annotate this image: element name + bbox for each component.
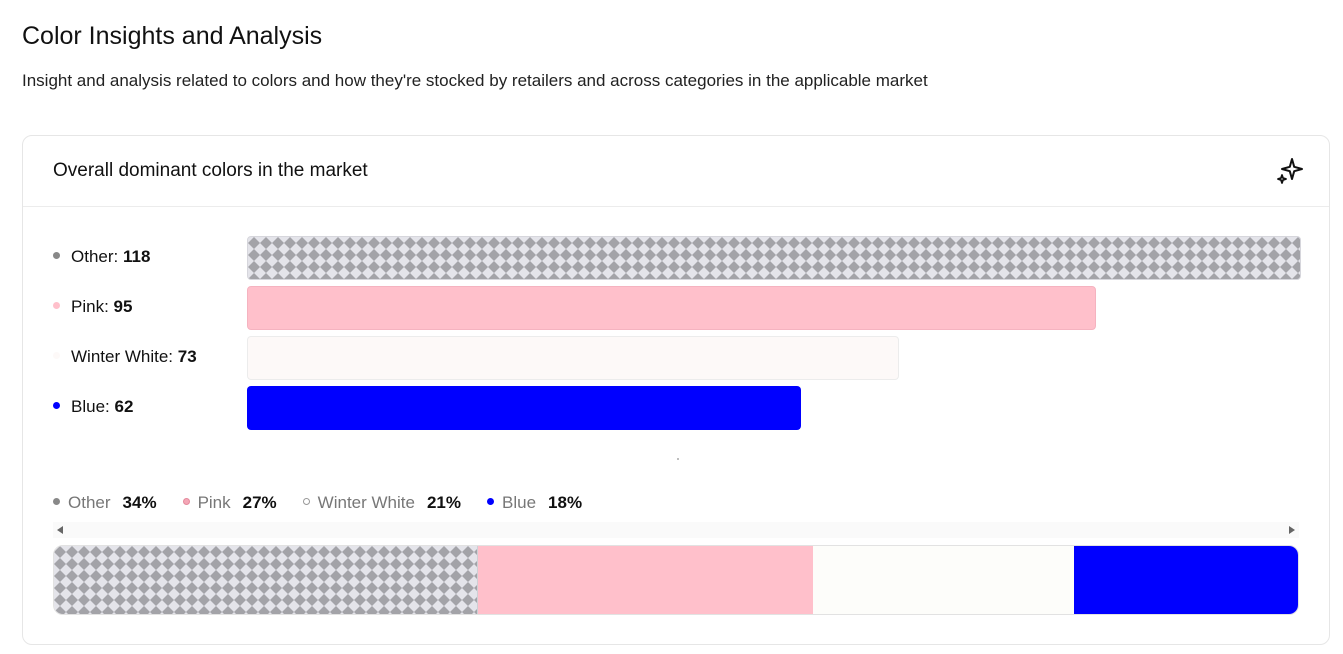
bar-value-label: 62 [114, 397, 134, 416]
legend-item[interactable]: Other 34% [53, 493, 157, 513]
series-dot-icon [53, 302, 60, 310]
bar-category-label: Pink: [71, 297, 114, 316]
bar-row: Pink: 95 [23, 286, 1329, 330]
bar-label: Winter White: 73 [53, 347, 197, 367]
legend-dot-icon [53, 498, 60, 506]
page-title: Color Insights and Analysis [22, 22, 323, 50]
bar-winter-white[interactable] [247, 336, 899, 380]
series-dot-icon [53, 252, 60, 260]
legend-label: Pink [197, 493, 231, 512]
series-dot-icon [53, 402, 60, 410]
legend-item[interactable]: Pink 27% [182, 493, 277, 513]
scroll-right-icon[interactable] [1289, 526, 1295, 534]
legend-percent: 21% [426, 493, 461, 512]
bar-value-label: 95 [113, 297, 133, 316]
series-dot-icon [53, 352, 60, 360]
scroll-left-icon[interactable] [57, 526, 63, 534]
horizontal-scrollbar[interactable] [53, 522, 1299, 538]
page-subtitle: Insight and analysis related to colors a… [22, 71, 928, 90]
legend-label: Other [68, 493, 111, 512]
legend-item[interactable]: Winter White 21% [302, 493, 461, 513]
legend-item[interactable]: Blue 18% [487, 493, 582, 513]
bar-label: Pink: 95 [53, 297, 132, 317]
segment-pink[interactable] [477, 546, 814, 614]
bar-label: Blue: 62 [53, 397, 133, 417]
legend-label: Blue [502, 493, 537, 512]
legend-percent: 27% [242, 493, 277, 512]
dominant-colors-card: Overall dominant colors in the market Ot… [22, 135, 1330, 645]
segment-other[interactable] [54, 546, 478, 614]
legend-dot-icon [182, 498, 190, 506]
share-legend: Other 34% Pink 27% Winter White 21% Blue 18% [53, 493, 608, 513]
legend-dot-icon [487, 498, 494, 506]
bar-label: Other: 118 [53, 247, 150, 267]
card-header: Overall dominant colors in the market [23, 136, 1329, 207]
legend-dot-icon [302, 498, 310, 506]
carousel-dot [677, 458, 679, 460]
bar-value-label: 73 [177, 347, 197, 366]
bar-value-label: 118 [122, 247, 151, 266]
bar-row: Blue: 62 [23, 386, 1329, 430]
bar-pink[interactable] [247, 286, 1096, 330]
legend-label: Winter White [317, 493, 415, 512]
bar-category-label: Other: [71, 247, 123, 266]
legend-percent: 18% [548, 493, 583, 512]
bar-row: Winter White: 73 [23, 336, 1329, 380]
legend-percent: 34% [122, 493, 157, 512]
bar-blue[interactable] [247, 386, 801, 430]
segment-winter-white[interactable] [813, 546, 1075, 614]
stacked-share-bar [53, 545, 1299, 615]
sparkle-icon[interactable] [1275, 156, 1305, 186]
card-title: Overall dominant colors in the market [53, 160, 368, 181]
bar-row: Other: 118 [23, 236, 1329, 280]
bar-other[interactable] [247, 236, 1301, 280]
bar-category-label: Blue: [71, 397, 115, 416]
segment-blue[interactable] [1074, 546, 1298, 614]
bar-category-label: Winter White: [71, 347, 178, 366]
